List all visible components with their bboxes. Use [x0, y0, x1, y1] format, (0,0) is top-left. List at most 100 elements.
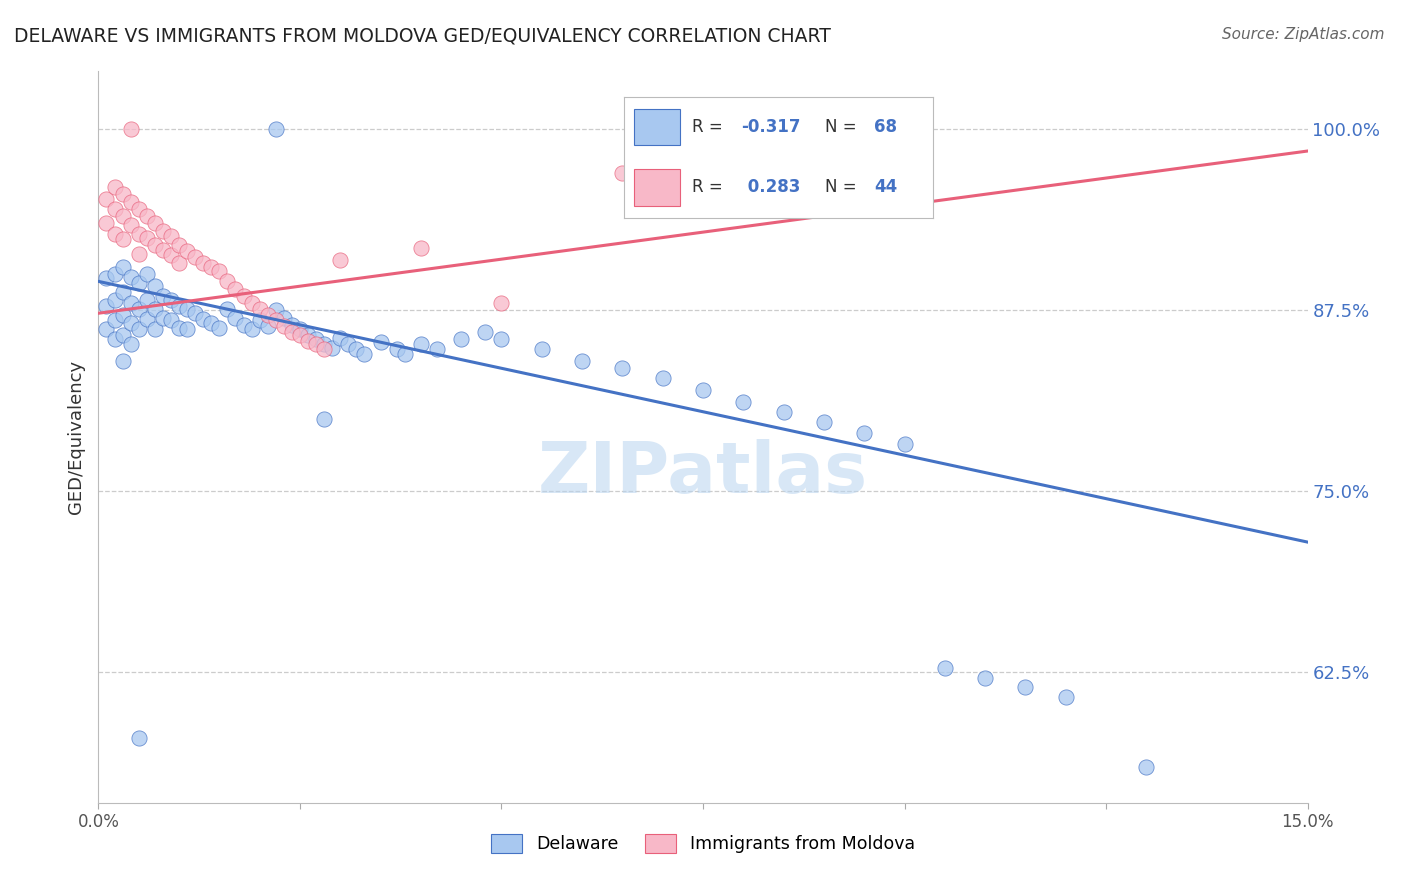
Point — [120, 317, 142, 331]
Point — [491, 332, 513, 346]
Point — [772, 405, 794, 419]
Point — [853, 426, 876, 441]
Point — [111, 260, 134, 274]
Point — [152, 289, 174, 303]
Point — [394, 347, 416, 361]
Point — [426, 343, 449, 357]
Point — [353, 347, 375, 361]
Point — [232, 289, 254, 303]
Point — [208, 264, 231, 278]
Point — [103, 293, 125, 308]
Point — [135, 209, 157, 223]
Point — [128, 247, 150, 261]
Point — [240, 322, 263, 336]
Legend: Delaware, Immigrants from Moldova: Delaware, Immigrants from Moldova — [484, 827, 922, 860]
Point — [474, 325, 496, 339]
Point — [273, 310, 295, 325]
Point — [297, 328, 319, 343]
Point — [288, 328, 311, 343]
Point — [232, 318, 254, 332]
Point — [167, 255, 190, 269]
Point — [152, 224, 174, 238]
Point — [1135, 759, 1157, 773]
Point — [111, 328, 134, 343]
Point — [224, 310, 246, 325]
Point — [224, 282, 246, 296]
Point — [120, 296, 142, 310]
Point — [240, 296, 263, 310]
Point — [256, 308, 278, 322]
Point — [409, 241, 432, 255]
Point — [176, 322, 198, 336]
Point — [111, 285, 134, 299]
Point — [305, 332, 328, 346]
Point — [1054, 690, 1077, 704]
Point — [1014, 680, 1036, 694]
Point — [813, 415, 835, 429]
Point — [314, 412, 336, 426]
Point — [135, 267, 157, 281]
Point — [143, 216, 166, 230]
Point — [249, 313, 271, 327]
Point — [143, 301, 166, 316]
Point — [128, 276, 150, 290]
Text: ZIPatlas: ZIPatlas — [538, 439, 868, 508]
Point — [329, 252, 352, 267]
Point — [314, 343, 336, 357]
Point — [128, 202, 150, 216]
Point — [344, 343, 367, 357]
Point — [96, 271, 118, 285]
Point — [160, 229, 183, 244]
Point — [128, 731, 150, 745]
Point — [893, 436, 915, 450]
Point — [152, 243, 174, 257]
Text: DELAWARE VS IMMIGRANTS FROM MOLDOVA GED/EQUIVALENCY CORRELATION CHART: DELAWARE VS IMMIGRANTS FROM MOLDOVA GED/… — [14, 27, 831, 45]
Point — [692, 383, 714, 397]
Point — [337, 336, 360, 351]
Point — [135, 231, 157, 245]
Point — [160, 293, 183, 308]
Point — [143, 278, 166, 293]
Point — [571, 354, 593, 368]
Point — [120, 194, 142, 209]
Point — [167, 299, 190, 313]
Point — [111, 209, 134, 223]
Point — [160, 248, 183, 262]
Point — [103, 332, 125, 346]
Point — [103, 267, 125, 281]
Point — [120, 270, 142, 285]
Point — [491, 296, 513, 310]
Point — [733, 166, 755, 180]
Point — [273, 319, 295, 334]
Point — [103, 313, 125, 327]
Point — [321, 341, 343, 355]
Point — [167, 238, 190, 252]
Point — [111, 232, 134, 246]
Point — [329, 331, 352, 345]
Point — [176, 244, 198, 258]
Point — [103, 227, 125, 241]
Point — [135, 312, 157, 326]
Point — [160, 313, 183, 327]
Point — [264, 313, 287, 327]
Point — [128, 301, 150, 316]
Point — [314, 336, 336, 351]
Point — [208, 320, 231, 334]
Point — [281, 325, 304, 339]
Point — [249, 301, 271, 316]
Point — [450, 332, 472, 346]
Point — [184, 250, 207, 264]
Y-axis label: GED/Equivalency: GED/Equivalency — [66, 360, 84, 514]
Point — [96, 192, 118, 206]
Point — [96, 216, 118, 230]
Point — [96, 299, 118, 313]
Point — [200, 260, 222, 274]
Point — [530, 343, 553, 357]
Point — [934, 661, 956, 675]
Point — [103, 180, 125, 194]
Point — [128, 227, 150, 241]
Text: Source: ZipAtlas.com: Source: ZipAtlas.com — [1222, 27, 1385, 42]
Point — [184, 306, 207, 320]
Point — [111, 308, 134, 322]
Point — [370, 335, 392, 350]
